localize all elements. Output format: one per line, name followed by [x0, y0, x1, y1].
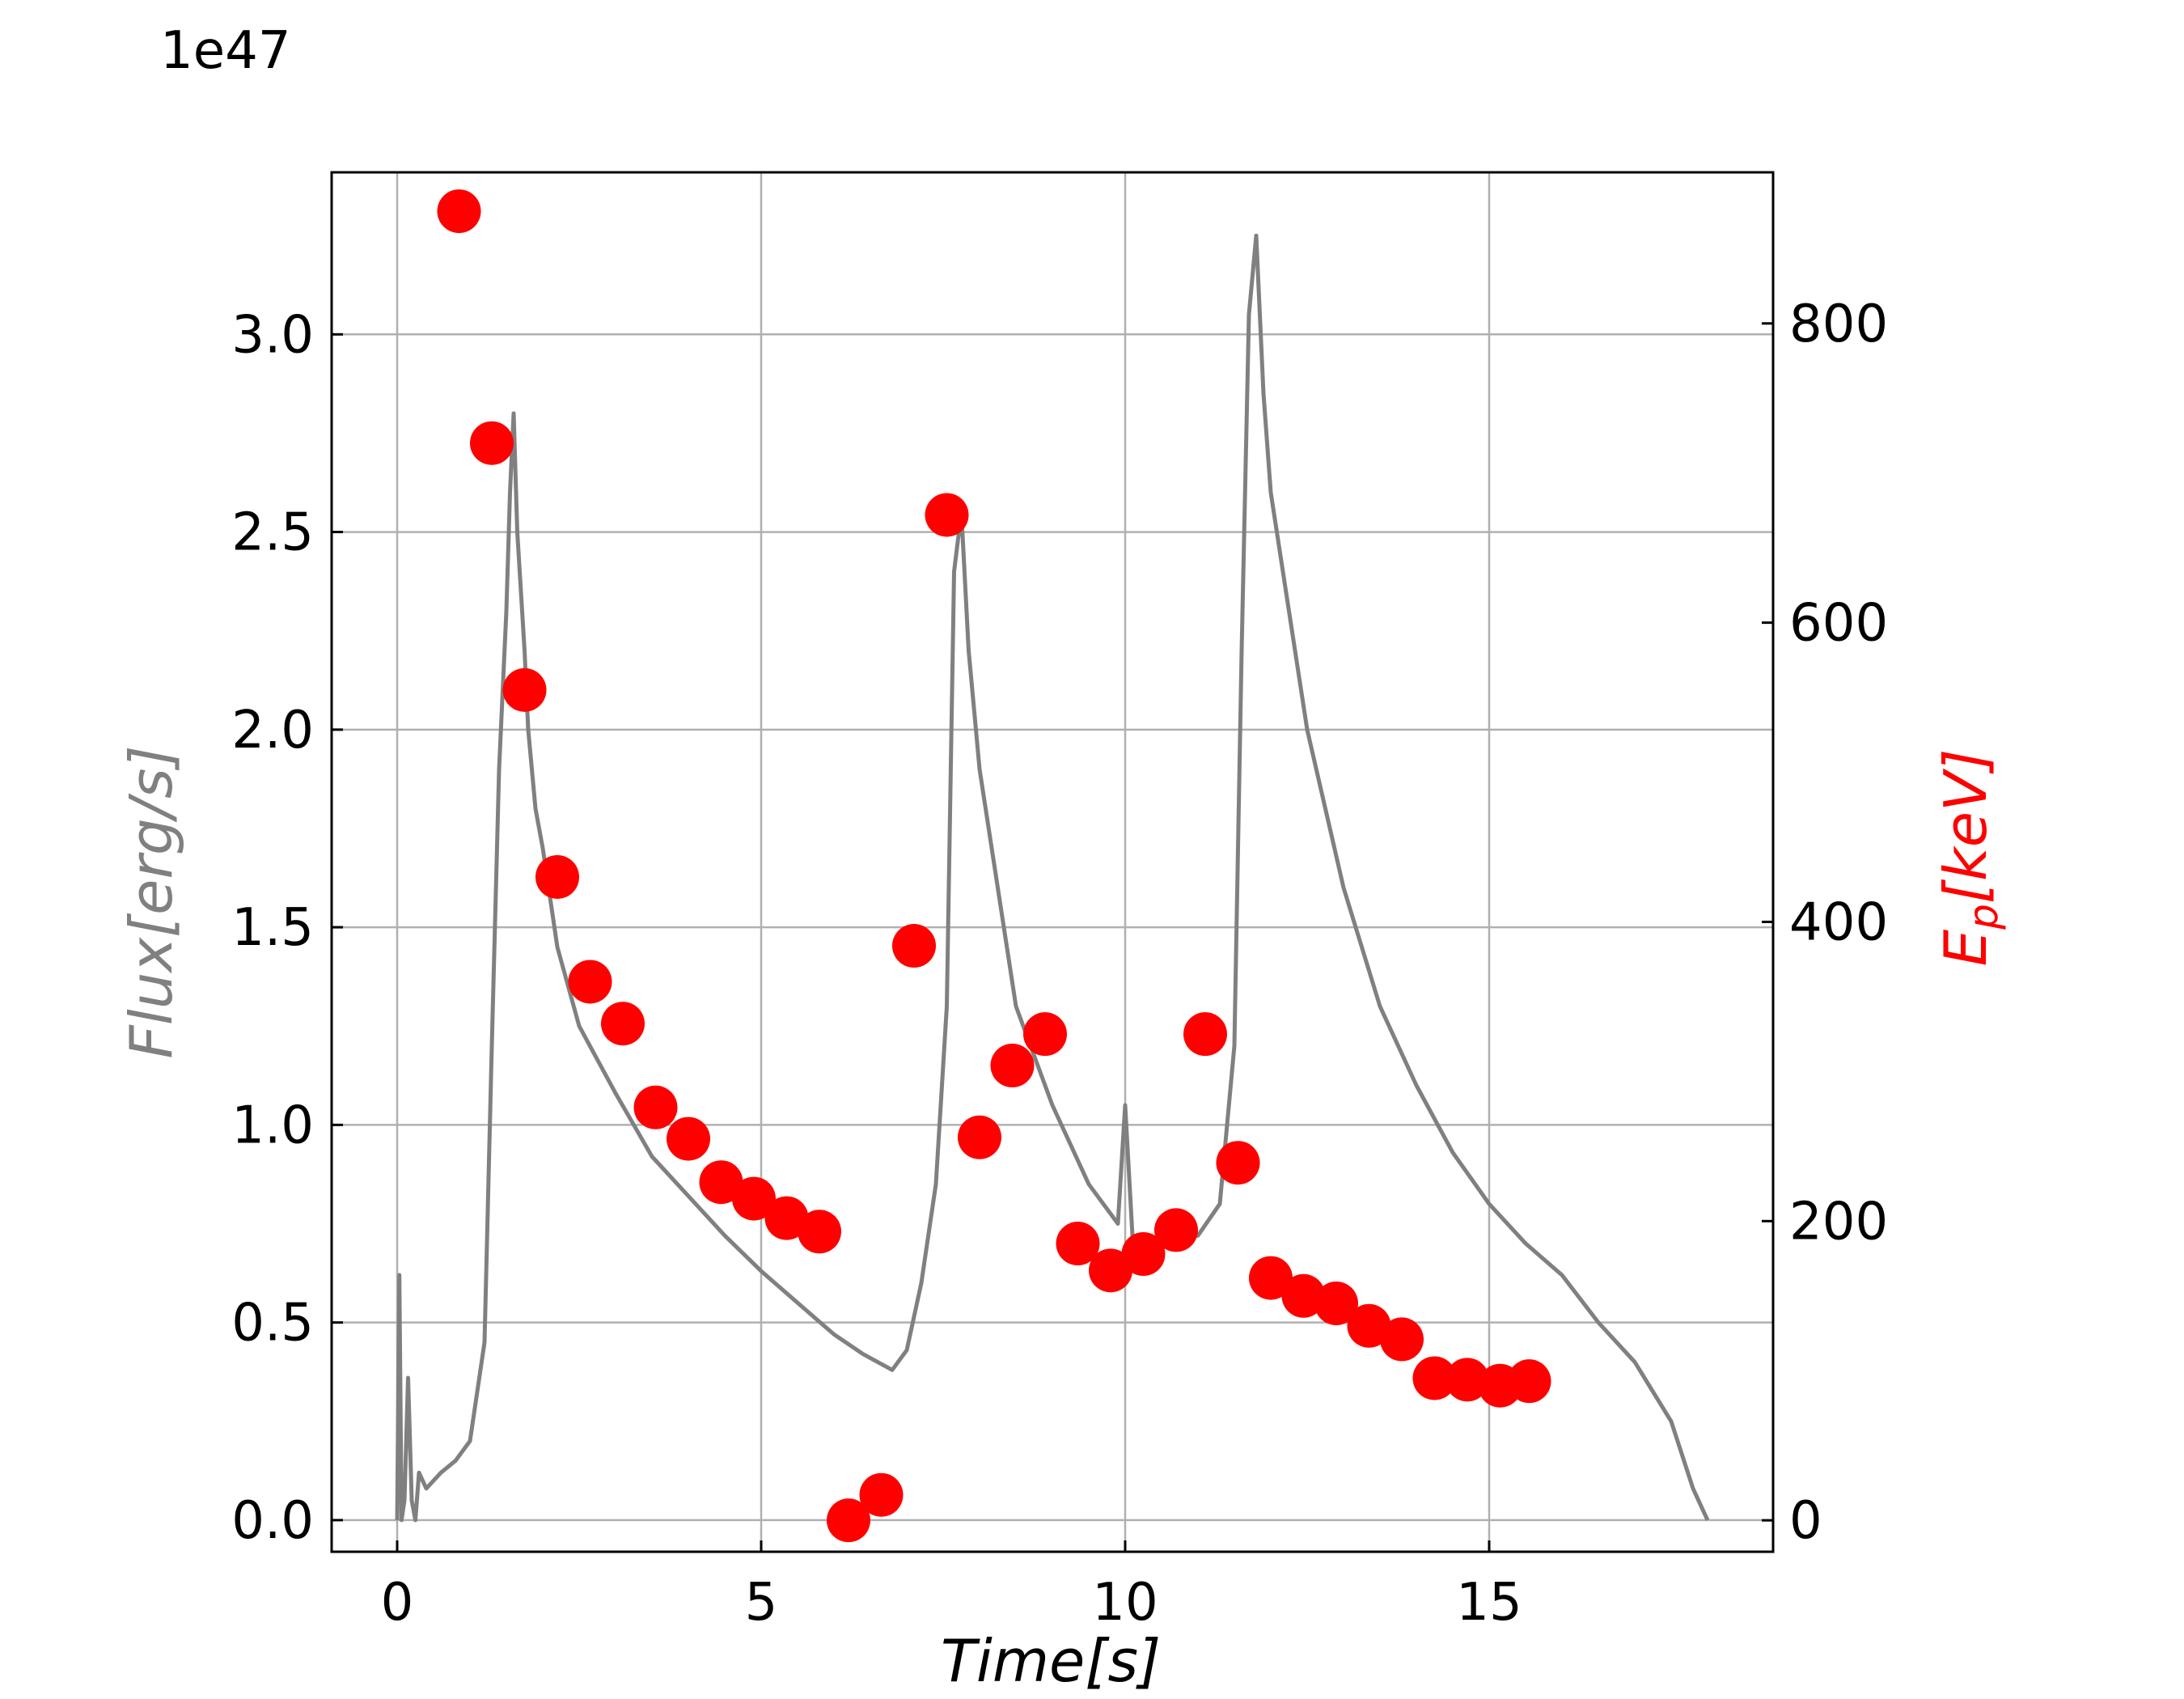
- ep-point: [1023, 1012, 1067, 1057]
- ep-point: [1347, 1303, 1391, 1348]
- y-left-tick-label: 2.0: [231, 701, 314, 761]
- ep-point: [568, 960, 612, 1004]
- ep-point: [1507, 1359, 1551, 1404]
- ep-point: [1380, 1317, 1424, 1362]
- x-tick-label: 5: [745, 1573, 778, 1633]
- y-left-tick-label: 0.0: [231, 1491, 314, 1551]
- y-axis-left-title: Flux[erg/s]: [117, 745, 185, 1058]
- x-tick-label: 0: [381, 1573, 414, 1633]
- ep-point: [667, 1116, 710, 1161]
- x-axis-title: Time[s]: [941, 1627, 1161, 1695]
- y-axis-right-title: Ep[keV]: [1932, 749, 2007, 967]
- ep-point: [1314, 1282, 1358, 1326]
- ep-point: [1249, 1256, 1293, 1300]
- grid: [332, 172, 1773, 1552]
- ep-point: [827, 1498, 870, 1543]
- ep-point: [437, 189, 481, 234]
- y-axis-left: 0.0 0.5 1.0 1.5 2.0 2.5 3.0: [231, 305, 343, 1551]
- ep-point: [1216, 1141, 1260, 1185]
- ep-point: [1121, 1232, 1166, 1277]
- x-axis: 0 5 10 15: [381, 1540, 1522, 1633]
- ep-point: [859, 1472, 904, 1517]
- ep-point: [699, 1160, 743, 1205]
- y-left-tick-label: 2.5: [231, 503, 314, 563]
- ep-point: [764, 1196, 809, 1240]
- ep-point: [990, 1043, 1035, 1087]
- left-axis-offset-label: 1e47: [160, 21, 291, 81]
- ep-point: [601, 1002, 645, 1046]
- y-right-tick-label: 0: [1789, 1491, 1822, 1551]
- ep-point: [1445, 1358, 1489, 1402]
- ep-series: [437, 189, 1551, 1543]
- ep-point: [502, 667, 547, 712]
- ep-point: [1154, 1208, 1198, 1252]
- y-axis-right: 0 200 400 600 800: [1762, 294, 1888, 1551]
- ep-unit: [keV]: [1932, 749, 2000, 904]
- y-right-tick-label: 200: [1789, 1192, 1888, 1252]
- ep-point: [958, 1115, 1001, 1159]
- ep-point: [1089, 1248, 1132, 1293]
- ep-subscript: p: [1960, 904, 2007, 930]
- ep-point: [1281, 1273, 1326, 1318]
- ep-point: [470, 421, 514, 465]
- ep-point: [1056, 1222, 1100, 1266]
- ep-point: [925, 493, 969, 537]
- x-tick-label: 15: [1456, 1573, 1522, 1633]
- ep-point: [732, 1176, 776, 1221]
- y-left-tick-label: 1.5: [231, 898, 314, 958]
- y-right-tick-label: 800: [1789, 294, 1888, 354]
- ep-point: [535, 854, 579, 899]
- y-left-tick-label: 1.0: [231, 1095, 314, 1155]
- ep-point: [798, 1210, 841, 1254]
- ep-point: [633, 1085, 678, 1129]
- y-right-tick-label: 400: [1789, 892, 1888, 952]
- ep-point: [1183, 1012, 1227, 1057]
- y-left-tick-label: 3.0: [231, 305, 314, 365]
- ep-point: [1412, 1356, 1457, 1400]
- y-left-tick-label: 0.5: [231, 1294, 314, 1354]
- flux-series: [395, 233, 1710, 1523]
- ep-symbol: E: [1932, 929, 2000, 966]
- y-right-tick-label: 600: [1789, 594, 1888, 654]
- ep-point: [892, 924, 936, 968]
- plot-frame: [330, 171, 1775, 1553]
- flux-line: [395, 233, 1710, 1523]
- x-tick-label: 10: [1092, 1573, 1158, 1633]
